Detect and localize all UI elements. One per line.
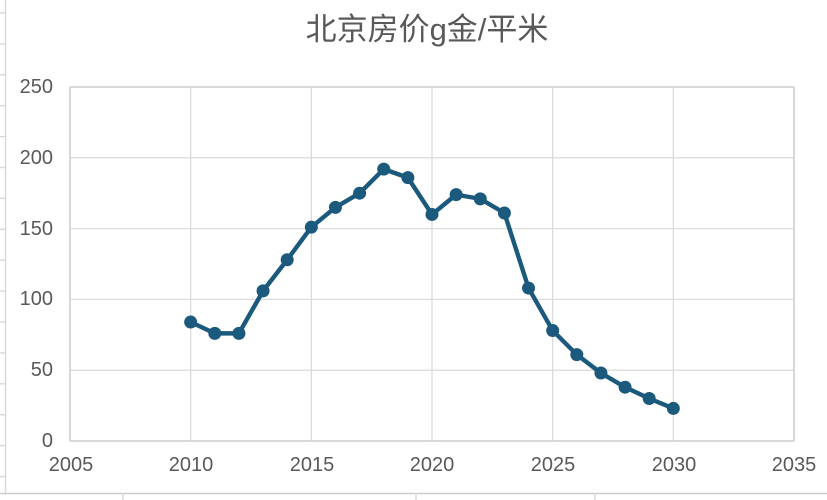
data-point[interactable]: [353, 186, 367, 200]
data-point[interactable]: [666, 401, 680, 415]
y-axis-tick-label: 150: [19, 218, 53, 240]
x-axis-tick-label: 2010: [168, 454, 214, 476]
x-axis-tick-label: 2005: [48, 454, 94, 476]
chart-title: 北京房价g金/平米: [305, 12, 549, 47]
data-point[interactable]: [497, 206, 511, 220]
x-axis-tick-label: 2015: [289, 454, 335, 476]
x-axis-tick-label: 2030: [651, 454, 697, 476]
data-point[interactable]: [425, 207, 439, 221]
y-axis-tick-label: 250: [19, 76, 53, 98]
data-series[interactable]: [184, 162, 680, 415]
data-point[interactable]: [304, 220, 318, 234]
data-point[interactable]: [232, 326, 246, 340]
data-point[interactable]: [642, 392, 656, 406]
y-axis-tick-label: 0: [41, 430, 53, 452]
data-point[interactable]: [570, 348, 584, 362]
y-axis-tick-label: 200: [19, 147, 53, 169]
data-point[interactable]: [594, 366, 608, 380]
y-axis-tick-label: 100: [19, 288, 53, 310]
data-point[interactable]: [328, 200, 342, 214]
plot-area[interactable]: [69, 86, 795, 442]
data-point[interactable]: [618, 380, 632, 394]
y-axis-tick-label: 50: [30, 359, 53, 381]
x-axis-tick-label: 2025: [530, 454, 576, 476]
x-axis-tick-label: 2020: [409, 454, 455, 476]
data-point[interactable]: [473, 192, 487, 206]
data-point[interactable]: [208, 326, 222, 340]
plot-gridlines: [69, 86, 795, 442]
data-point[interactable]: [256, 284, 270, 298]
data-point[interactable]: [522, 281, 536, 295]
data-point[interactable]: [449, 188, 463, 202]
data-point[interactable]: [280, 253, 294, 267]
data-point[interactable]: [401, 171, 415, 185]
data-point[interactable]: [184, 315, 198, 329]
data-point[interactable]: [377, 162, 391, 176]
data-point[interactable]: [546, 324, 560, 338]
x-axis-tick-label: 2035: [771, 454, 817, 476]
